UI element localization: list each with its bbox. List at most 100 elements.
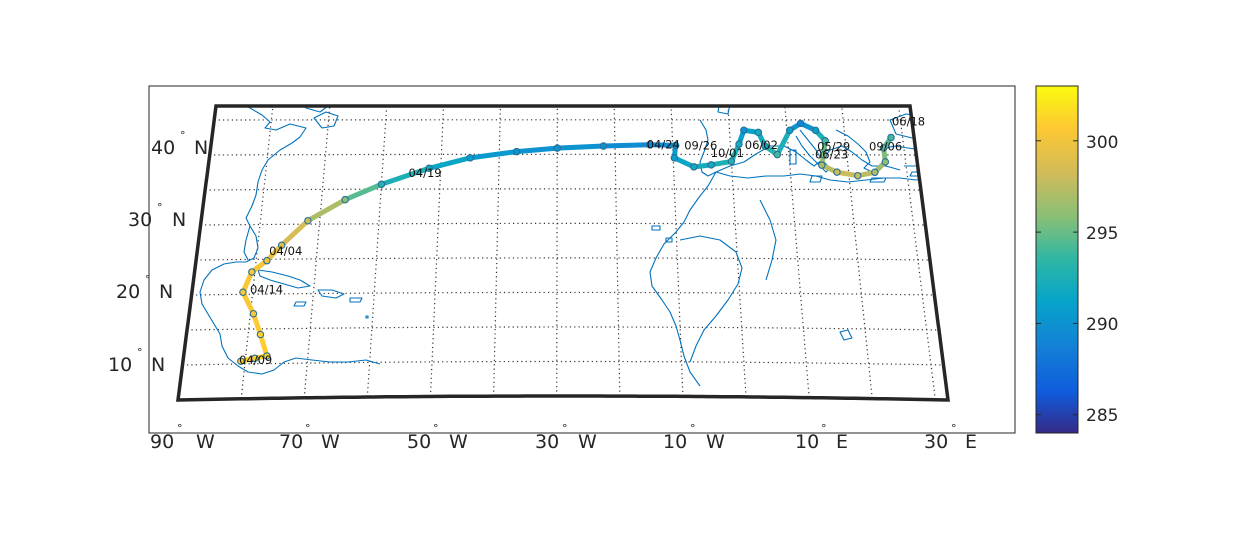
track-point bbox=[821, 137, 829, 145]
map-content bbox=[182, 106, 944, 400]
track-point bbox=[237, 357, 245, 365]
track-segment bbox=[305, 197, 348, 224]
track-point bbox=[341, 195, 349, 204]
colorbar-ticks bbox=[1036, 140, 1078, 416]
lon-hemi-50w: W bbox=[449, 431, 468, 453]
lon-hemi-30w: W bbox=[578, 431, 597, 453]
parallel-line bbox=[205, 188, 921, 191]
lat-degree-10: ° bbox=[137, 346, 143, 359]
coastline-segment bbox=[651, 225, 661, 231]
colorbar-gradient bbox=[1035, 85, 1079, 434]
coastline-segment bbox=[649, 171, 717, 387]
colorbar-tick-295: 295 bbox=[1086, 224, 1118, 244]
track-point bbox=[277, 241, 286, 249]
coastline-segment bbox=[904, 165, 940, 171]
coastline-segment bbox=[839, 329, 853, 341]
coastline-segment bbox=[293, 301, 307, 307]
lon-label-30e: 30 bbox=[924, 431, 948, 453]
axes-box bbox=[148, 85, 1016, 434]
track-segment bbox=[647, 142, 679, 148]
date-label: 04/14 bbox=[250, 282, 283, 296]
track-point bbox=[249, 309, 258, 318]
lat-degree-40: ° bbox=[180, 129, 186, 142]
track-segment bbox=[240, 289, 256, 317]
coastline-segment bbox=[317, 289, 345, 299]
track-point bbox=[251, 354, 259, 362]
track-point bbox=[645, 140, 654, 149]
date-label: 04/09 bbox=[239, 353, 272, 367]
track-point bbox=[881, 158, 890, 166]
lon-degree-70w: ° bbox=[305, 422, 311, 435]
lon-hemi-90w: W bbox=[196, 431, 215, 453]
track-point bbox=[796, 119, 805, 128]
colorbar-tick-290: 290 bbox=[1086, 315, 1118, 335]
lon-degree-90w: ° bbox=[177, 422, 183, 435]
lat-label-30: 30 bbox=[128, 209, 152, 231]
parallel-line bbox=[182, 360, 944, 366]
coastline-segment bbox=[715, 171, 931, 183]
coastline-segment bbox=[365, 315, 369, 319]
date-label: 06/23 bbox=[815, 148, 848, 162]
coastline-segment bbox=[243, 225, 251, 261]
track-point bbox=[239, 288, 247, 296]
coastline-segment bbox=[313, 111, 339, 129]
lat-label-20: 20 bbox=[116, 281, 140, 303]
date-label: 04/19 bbox=[408, 166, 441, 180]
track-point bbox=[256, 330, 265, 339]
meridian-line bbox=[784, 106, 810, 398]
latitude-labels: 10 ° N 20 ° N 30 ° N 40 ° N bbox=[108, 129, 208, 376]
coastline-segment bbox=[349, 297, 363, 303]
track-point bbox=[553, 144, 561, 152]
track-point bbox=[248, 268, 256, 276]
track-segment bbox=[514, 145, 560, 155]
lon-label-10w: 10 bbox=[663, 431, 687, 453]
lon-label-50w: 50 bbox=[407, 431, 431, 453]
coastline-segment bbox=[759, 199, 777, 281]
lat-hemi-30: N bbox=[172, 209, 186, 231]
track-point bbox=[707, 161, 716, 169]
date-label: 06/18 bbox=[892, 114, 925, 128]
lat-degree-20: ° bbox=[145, 273, 151, 286]
lon-hemi-10e: E bbox=[836, 431, 848, 453]
track-segment bbox=[600, 142, 653, 149]
map-frame bbox=[176, 104, 950, 402]
track-segment bbox=[342, 181, 384, 203]
parallel-line bbox=[191, 291, 935, 296]
lon-degree-10e: ° bbox=[821, 422, 827, 435]
track-point bbox=[879, 144, 888, 152]
lon-degree-30w: ° bbox=[562, 422, 568, 435]
meridian-line bbox=[613, 106, 621, 397]
track-point bbox=[727, 157, 736, 166]
lon-degree-10w: ° bbox=[690, 422, 696, 435]
coastline-segment bbox=[679, 235, 743, 363]
track-point bbox=[833, 168, 841, 176]
track-segment bbox=[774, 127, 793, 158]
meridian-line bbox=[492, 106, 502, 397]
track-point bbox=[425, 164, 433, 173]
coastline-segment bbox=[715, 145, 901, 173]
track-point bbox=[854, 171, 862, 180]
track-segment bbox=[378, 165, 432, 187]
colorbar: 285 290 295 300 bbox=[1035, 85, 1118, 434]
lon-hemi-70w: W bbox=[321, 431, 340, 453]
date-label: 10/01 bbox=[711, 146, 744, 160]
parallel-line bbox=[209, 153, 917, 156]
track-markers bbox=[237, 119, 895, 365]
parallel-line bbox=[200, 222, 926, 226]
track-point bbox=[761, 142, 769, 150]
track-point bbox=[670, 154, 679, 162]
track-point bbox=[811, 126, 820, 135]
track-point bbox=[263, 256, 271, 265]
lon-label-70w: 70 bbox=[279, 431, 303, 453]
track-point bbox=[466, 154, 474, 162]
track-point bbox=[377, 180, 386, 189]
date-label: 04/24 bbox=[647, 138, 680, 152]
track-segment bbox=[279, 218, 311, 248]
lat-degree-30: ° bbox=[157, 201, 163, 214]
track-point bbox=[671, 141, 680, 150]
track-segment bbox=[467, 149, 520, 161]
longitude-labels: ° 90 W ° 70 W ° 50 W ° 30 W ° 10 W ° 10 … bbox=[150, 422, 977, 453]
lon-hemi-10w: W bbox=[706, 431, 725, 453]
date-labels: 04/09 04/14 04/04 04/19 04/24 09/2610/0106/02… bbox=[239, 114, 925, 366]
